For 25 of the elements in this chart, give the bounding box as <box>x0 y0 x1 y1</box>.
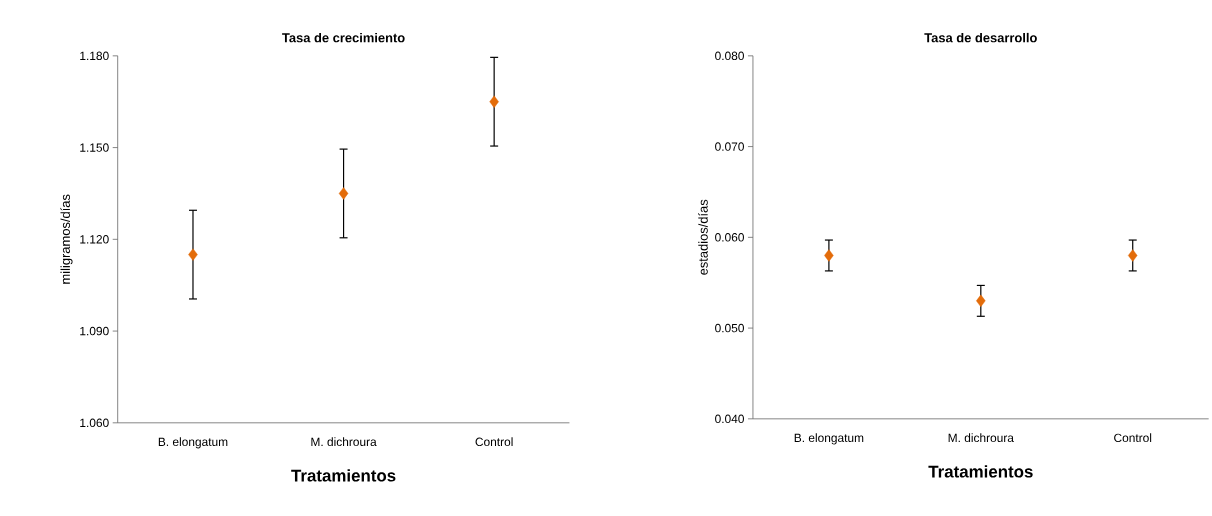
x-tick-label: M. dichroura <box>948 433 1014 443</box>
y-tick-label: 1.120 <box>80 235 109 244</box>
chart-title: Tasa de desarrollo <box>924 33 1037 43</box>
y-tick-label: 0.040 <box>715 414 744 424</box>
x-tick-label: Control <box>475 437 513 447</box>
y-tick-label: 0.050 <box>715 324 744 333</box>
y-axis-title: estadios/días <box>698 199 708 276</box>
x-axis-title: Tratamientos <box>291 469 396 482</box>
chart-title: Tasa de crecimiento <box>282 33 405 43</box>
y-axis-title: miligramos/días <box>60 194 73 284</box>
y-tick-label: 0.080 <box>715 51 744 61</box>
y-tick-label: 1.150 <box>80 143 109 153</box>
y-tick-label: 1.180 <box>80 51 109 61</box>
y-tick-label: 1.060 <box>80 418 109 428</box>
y-tick-label: 1.090 <box>80 327 109 336</box>
y-tick-label: 0.060 <box>715 233 744 242</box>
point <box>338 187 349 200</box>
x-tick-label: M. dichroura <box>311 437 377 447</box>
x-tick-label: B. elongatum <box>794 433 864 445</box>
point <box>188 248 198 262</box>
x-tick-label: B. elongatum <box>158 437 228 449</box>
x-axis-title: Tratamientos <box>928 465 1033 478</box>
x-tick-label: Control <box>1114 433 1152 443</box>
y-tick-label: 0.070 <box>715 142 744 152</box>
point <box>489 95 499 109</box>
